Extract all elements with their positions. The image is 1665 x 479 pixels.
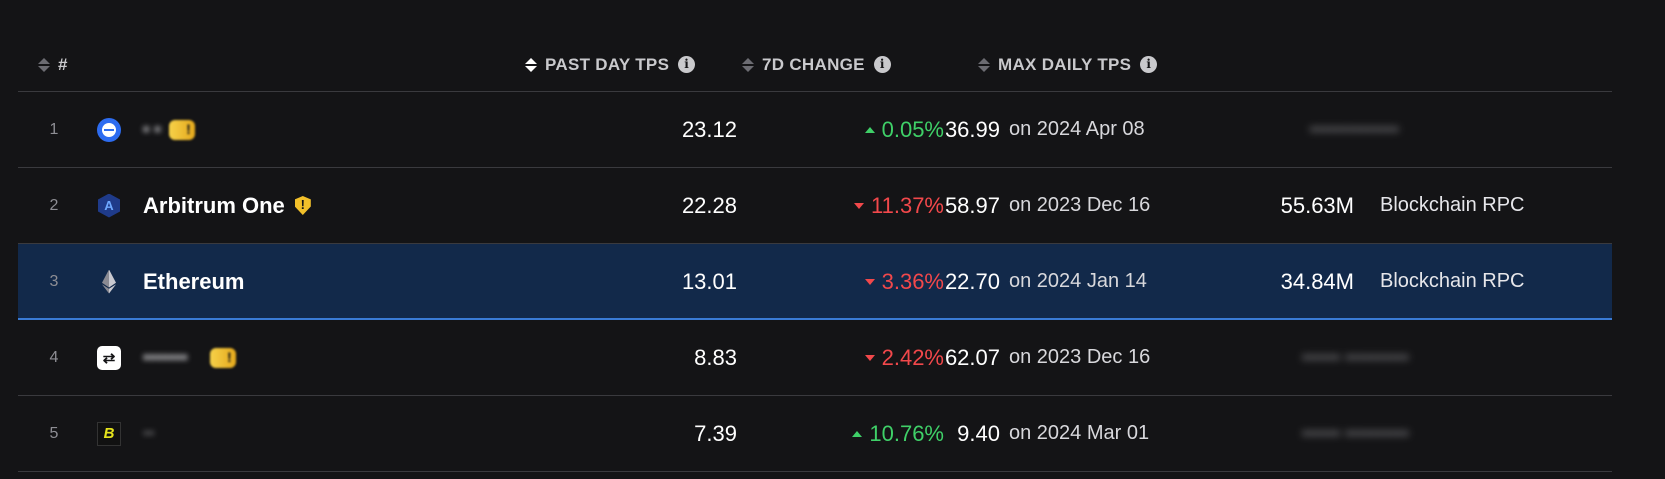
rank-header-label: #: [58, 54, 68, 74]
row-change-value: 0.05%: [881, 116, 944, 142]
up-arrow-icon: [852, 430, 863, 437]
past-day-tps-column-header[interactable]: PAST DAY TPS i: [525, 38, 696, 91]
row-redacted-right: ▪▪▪▪▪▪ ▪▪▪▪▪▪▪▪▪▪: [1301, 423, 1409, 443]
row-max-value: 62.07: [944, 344, 1000, 370]
dash-circle-logo-icon: [96, 92, 122, 167]
row-name[interactable]: ▪ ▪: [143, 92, 195, 167]
row-change: 3.36%: [794, 244, 944, 319]
redacted-name: ▪▪: [143, 424, 155, 442]
max-daily-tps-header-label: MAX DAILY TPS: [998, 54, 1132, 74]
max-daily-tps-column-header[interactable]: MAX DAILY TPS i: [978, 38, 1158, 91]
warning-badge-icon: [209, 347, 236, 368]
row-max-value: 36.99: [944, 116, 1000, 142]
row-max-date: on 2024 Jan 14: [1009, 270, 1147, 292]
row-change-value: 2.42%: [881, 344, 944, 370]
row-past-day-tps: 8.83: [694, 344, 737, 370]
shield-warning-icon[interactable]: [294, 196, 311, 215]
row-max-date: on 2023 Dec 16: [1009, 194, 1151, 216]
row-past-day-tps: 23.12: [681, 116, 737, 142]
arbitrum-logo-icon: A: [96, 168, 122, 243]
sort-icon[interactable]: [38, 57, 50, 72]
up-arrow-icon: [864, 126, 875, 133]
warning-badge-icon: [168, 119, 195, 140]
down-arrow-icon: [864, 354, 875, 361]
row-rank: 5: [49, 424, 59, 442]
change-column-header[interactable]: 7D CHANGE i: [742, 38, 891, 91]
row-name-label: Ethereum: [143, 268, 245, 294]
row-volume: 34.84M: [1280, 268, 1354, 294]
row-max-date: on 2023 Dec 16: [1009, 346, 1151, 368]
row-change: 0.05%: [794, 92, 944, 167]
row-max-value: 58.97: [944, 192, 1000, 218]
row-change-value: 3.36%: [881, 268, 944, 294]
row-past-day-tps: 13.01: [681, 268, 737, 294]
b-logo-icon: B: [96, 396, 122, 471]
sort-icon[interactable]: [525, 57, 537, 72]
row-max-date: on 2024 Apr 08: [1009, 118, 1145, 140]
row-name[interactable]: Arbitrum One: [143, 168, 311, 243]
change-header-label: 7D CHANGE: [762, 54, 865, 74]
sort-icon[interactable]: [742, 57, 754, 72]
row-name[interactable]: Ethereum: [143, 244, 244, 319]
row-source: Blockchain RPC: [1380, 194, 1525, 216]
rank-column-header[interactable]: #: [38, 38, 68, 91]
ethereum-logo-icon: [96, 244, 122, 319]
swap-logo-icon: ⇄: [96, 320, 122, 395]
table-header: # PAST DAY TPS i 7D CHANGE i MAX DAILY T…: [18, 38, 1612, 92]
row-rank: 4: [49, 348, 59, 366]
info-icon[interactable]: i: [678, 56, 696, 73]
row-max-daily-tps: 9.40 on 2024 Mar 01: [930, 396, 1230, 471]
redacted-name: ▪ ▪: [143, 119, 161, 139]
row-change-value: 11.37%: [871, 192, 944, 218]
row-max-daily-tps: 58.97 on 2023 Dec 16: [930, 168, 1230, 243]
redacted-name: ▪▪▪▪▪▪▪: [143, 347, 188, 367]
tps-table: # PAST DAY TPS i 7D CHANGE i MAX DAILY T…: [18, 38, 1612, 472]
row-name[interactable]: ▪▪▪▪▪▪▪: [143, 320, 236, 395]
table-row[interactable]: 1 ▪ ▪ 23.12 0.05% 36.99 on 2024 Apr 08 ▪…: [18, 92, 1612, 168]
info-icon[interactable]: i: [873, 56, 891, 73]
row-max-date: on 2024 Mar 01: [1009, 422, 1150, 444]
down-arrow-icon: [854, 202, 865, 209]
row-change-value: 10.76%: [869, 420, 944, 446]
row-max-daily-tps: 22.70 on 2024 Jan 14: [930, 244, 1230, 319]
row-rank: 2: [49, 196, 59, 214]
row-change: 2.42%: [794, 320, 944, 395]
row-max-value: 9.40: [957, 420, 1000, 446]
down-arrow-icon: [864, 278, 875, 285]
row-max-daily-tps: 36.99 on 2024 Apr 08: [930, 92, 1230, 167]
sort-icon[interactable]: [978, 57, 990, 72]
row-volume: 55.63M: [1280, 192, 1354, 218]
row-source: Blockchain RPC: [1380, 270, 1525, 292]
row-max-value: 22.70: [944, 268, 1000, 294]
row-change: 10.76%: [794, 396, 944, 471]
row-name[interactable]: ▪▪: [143, 396, 154, 471]
past-day-tps-header-label: PAST DAY TPS: [545, 54, 670, 74]
row-name-label: Arbitrum One: [143, 192, 285, 218]
row-past-day-tps: 7.39: [694, 420, 737, 446]
table-row[interactable]: 2 A Arbitrum One 22.28 11.37% 58.97 on 2…: [18, 168, 1612, 244]
row-change: 11.37%: [794, 168, 944, 243]
table-row[interactable]: 4 ⇄ ▪▪▪▪▪▪▪ 8.83 2.42% 62.07 on 2023 Dec…: [18, 320, 1612, 396]
row-rank: 1: [49, 120, 59, 138]
row-max-daily-tps: 62.07 on 2023 Dec 16: [930, 320, 1230, 395]
row-redacted-right: ▪▪▪▪▪▪▪▪▪▪▪▪▪▪: [1309, 119, 1399, 139]
row-redacted-right: ▪▪▪▪▪▪ ▪▪▪▪▪▪▪▪▪▪: [1301, 347, 1409, 367]
row-past-day-tps: 22.28: [681, 192, 737, 218]
info-icon[interactable]: i: [1140, 56, 1158, 73]
table-row[interactable]: 5 B ▪▪ 7.39 10.76% 9.40 on 2024 Mar 01 ▪…: [18, 396, 1612, 472]
table-row-selected[interactable]: 3 Ethereum 13.01 3.36% 22.70 on 2024 Jan…: [18, 244, 1612, 320]
row-rank: 3: [49, 272, 59, 290]
